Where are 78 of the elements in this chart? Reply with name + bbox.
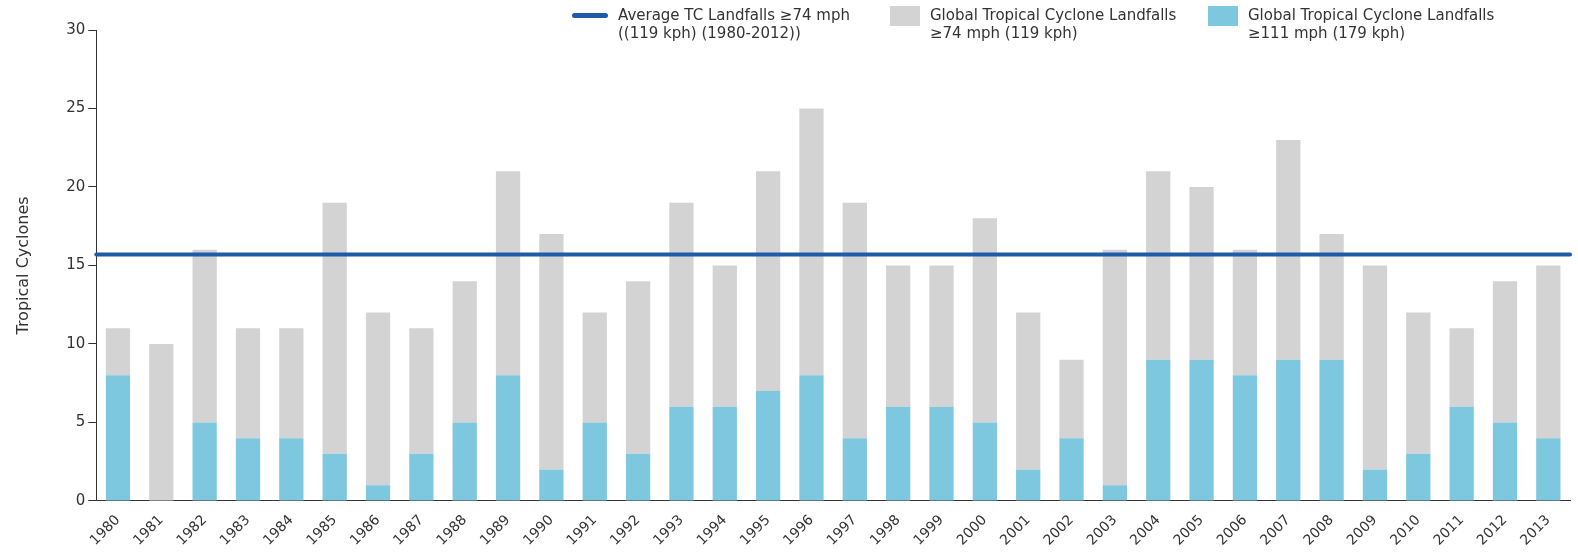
bar — [1189, 359, 1214, 501]
y-tick-label: 5 — [75, 412, 86, 431]
bar — [1232, 249, 1258, 376]
bar — [1059, 359, 1084, 439]
bar — [972, 218, 997, 423]
legend-label: Global Tropical Cyclone Landfalls ≥111 mph (179 kph) — [1248, 6, 1496, 42]
y-tick-label: 15 — [66, 255, 86, 274]
bar — [929, 265, 954, 407]
bar — [669, 406, 694, 501]
bar — [192, 249, 217, 423]
bar — [279, 328, 304, 439]
bar — [799, 375, 824, 501]
bar — [1146, 171, 1171, 360]
bar — [235, 438, 261, 501]
bar — [972, 422, 997, 501]
bar — [582, 312, 607, 423]
bar — [192, 422, 217, 501]
bar — [929, 406, 954, 501]
bar — [149, 343, 174, 501]
bar — [322, 453, 347, 501]
bar — [1319, 359, 1344, 501]
bar — [669, 202, 694, 407]
bar — [495, 171, 521, 376]
bar — [842, 202, 867, 439]
bar — [279, 438, 304, 501]
bar — [409, 328, 434, 454]
bar — [712, 406, 737, 501]
bar — [1276, 139, 1301, 360]
bar — [1276, 359, 1301, 501]
bar — [365, 485, 391, 501]
bar — [1319, 234, 1344, 360]
bar — [105, 375, 131, 501]
bar — [886, 265, 911, 407]
bar — [625, 453, 651, 501]
bar — [365, 312, 391, 486]
bar — [105, 328, 131, 376]
bar — [1232, 375, 1258, 501]
bar — [539, 469, 564, 501]
bar — [1449, 406, 1474, 501]
legend-label: Global Tropical Cyclone Landfalls ≥74 mph (119 kph) — [930, 6, 1178, 42]
y-axis-title: Tropical Cyclones — [12, 196, 32, 336]
bar — [625, 281, 651, 454]
bar — [1492, 422, 1518, 501]
bar — [755, 171, 781, 392]
bar — [1406, 453, 1431, 501]
bar — [495, 375, 521, 501]
y-tick-label: 0 — [75, 490, 86, 509]
y-tick-label: 25 — [66, 98, 86, 117]
bar — [452, 281, 477, 423]
y-tick-label: 20 — [66, 176, 86, 195]
bar — [322, 202, 347, 454]
bar — [452, 422, 477, 501]
bar — [1362, 265, 1388, 470]
bar — [1016, 312, 1041, 470]
bar — [1449, 328, 1474, 407]
bar — [582, 422, 607, 501]
bar — [1406, 312, 1431, 454]
bar — [1362, 469, 1388, 501]
bar — [1102, 249, 1128, 486]
bar — [1492, 281, 1518, 423]
bar — [409, 453, 434, 501]
bar — [799, 108, 824, 376]
bar — [1146, 359, 1171, 501]
legend-label: Average TC Landfalls ≥74 mph ((119 kph) (1980-2012)) — [618, 6, 851, 42]
bar — [539, 234, 564, 470]
bar — [1536, 265, 1561, 439]
bar — [1102, 485, 1128, 501]
bar — [1059, 438, 1084, 501]
bar — [842, 438, 867, 501]
bar — [235, 328, 261, 439]
y-tick-label: 10 — [66, 333, 86, 352]
bar — [712, 265, 737, 407]
bar — [1536, 438, 1561, 501]
bar — [1189, 186, 1214, 360]
bar — [755, 391, 781, 501]
y-tick-label: 30 — [66, 19, 86, 38]
bar — [1016, 469, 1041, 501]
bar — [886, 406, 911, 501]
